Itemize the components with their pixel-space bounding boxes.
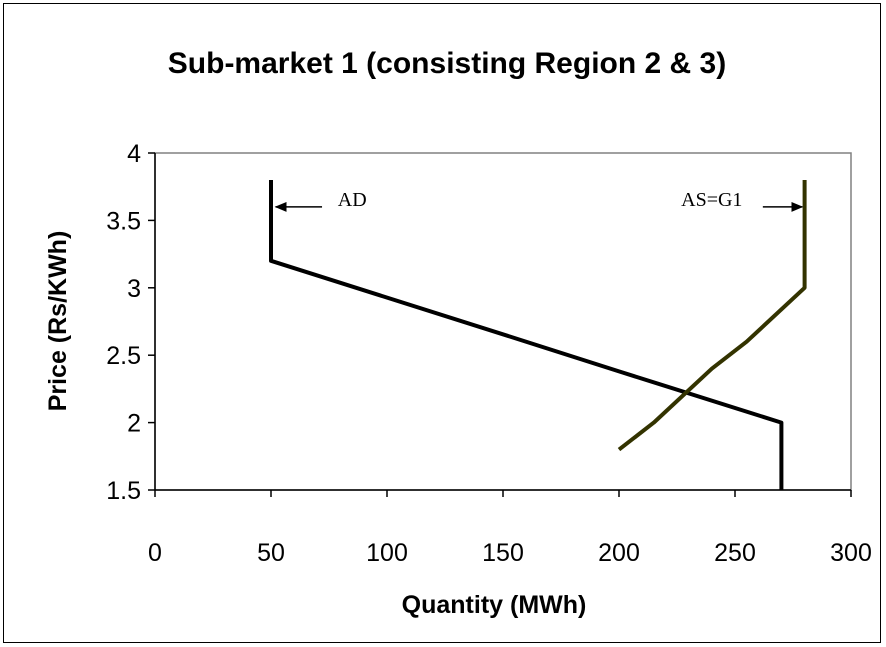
x-tick-label: 150	[482, 539, 524, 567]
y-tick-label: 2	[127, 410, 141, 438]
x-tick-label: 250	[714, 539, 756, 567]
x-tick-label: 50	[257, 539, 285, 567]
y-axis: 1.5 2 2.5 3 3.5 4	[106, 140, 156, 505]
y-tick-label: 3.5	[106, 207, 141, 235]
y-axis-label: Price (Rs/KWh)	[44, 231, 72, 412]
chart-title: Sub-market 1 (consisting Region 2 & 3)	[168, 47, 726, 80]
annotation-label: AD	[338, 189, 367, 211]
annotation-layer: AD AS=G1	[274, 189, 804, 212]
y-tick-label: 1.5	[106, 477, 141, 505]
series-layer	[269, 179, 807, 490]
y-tick-label: 3	[127, 275, 141, 303]
x-tick-label: 300	[830, 539, 872, 567]
y-tick-label: 2.5	[106, 342, 141, 370]
annotation-label: AS=G1	[681, 189, 742, 211]
y-tick-label: 4	[127, 140, 141, 168]
x-tick-label: 100	[366, 539, 408, 567]
series-line-as-g1	[617, 179, 807, 452]
x-tick-label: 0	[148, 539, 162, 567]
plot-area	[154, 152, 852, 491]
x-axis-label: Quantity (MWh)	[402, 591, 587, 619]
x-axis: 0 50 100 150 200 250 300	[148, 489, 872, 567]
chart-frame	[3, 3, 881, 643]
x-tick-label: 200	[598, 539, 640, 567]
series-line-ad	[269, 179, 784, 490]
